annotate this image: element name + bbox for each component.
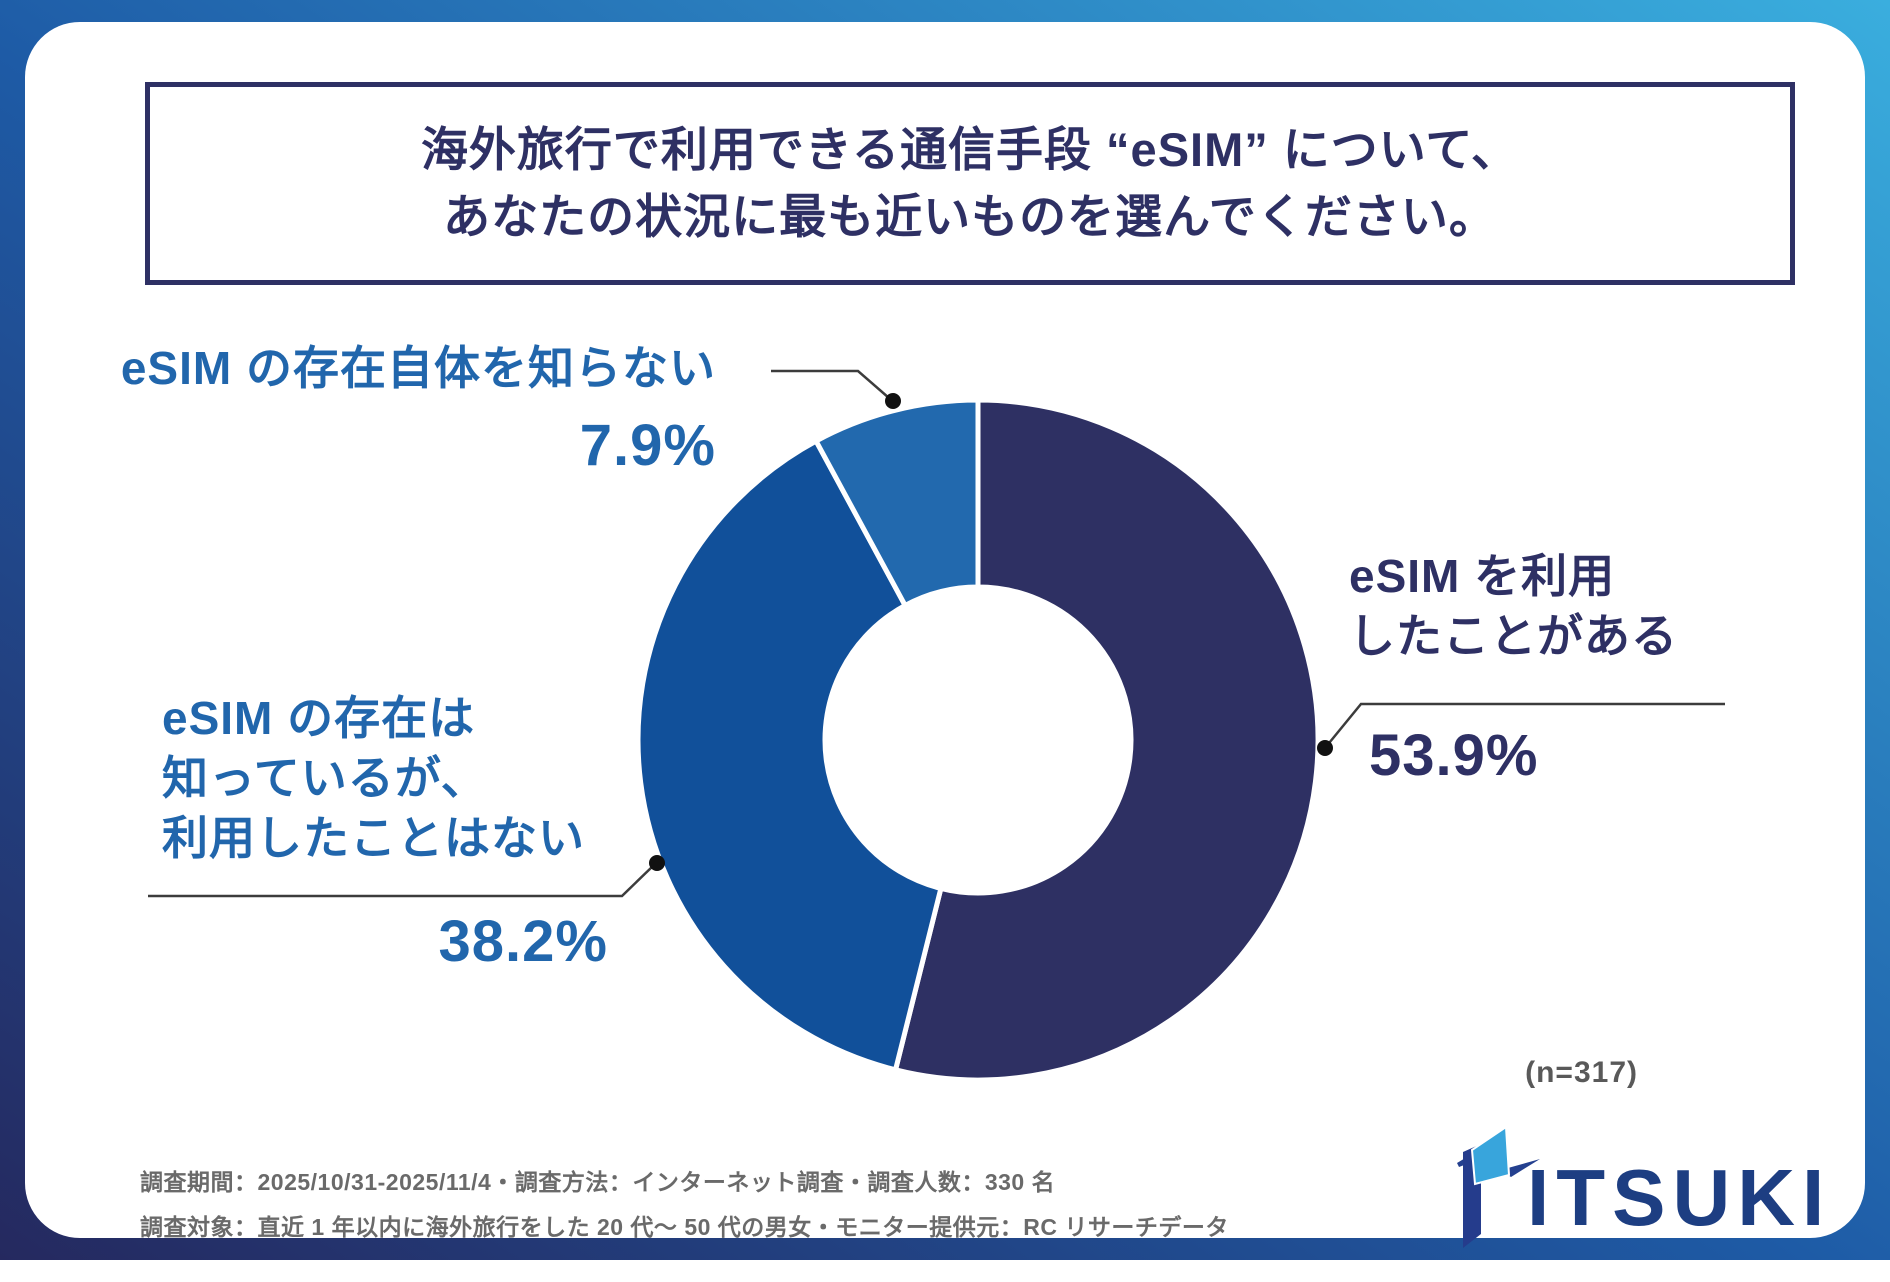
label-known-unused-value: 38.2% — [438, 909, 608, 974]
leader-dot-known-unused — [649, 855, 665, 871]
title-line-2: あなたの状況に最も近いものを選んでください。 — [443, 189, 1497, 243]
label-known-unused-line1: eSIM の存在は — [162, 692, 476, 744]
donut-segment-2 — [812, 397, 981, 609]
leader-line-known-unused — [148, 864, 655, 898]
title-box: 海外旅行で利用できる通信手段 “eSIM” について、 あなたの状況に最も近いも… — [145, 82, 1795, 285]
logo-mark-flag — [1470, 1125, 1511, 1186]
survey-footnote-line2: 調査対象：直近 1 年以内に海外旅行をした 20 代〜 50 代の男女・モニター… — [140, 1214, 1229, 1240]
label-unknown-value: 7.9% — [579, 413, 716, 478]
survey-footnote: 調査期間：2025/10/31-2025/11/4・調査方法：インターネット調査… — [140, 1160, 1229, 1250]
donut-chart-svg — [148, 369, 1725, 1083]
leader-dot-unknown — [885, 393, 901, 409]
leader-line-used — [1324, 702, 1725, 749]
itsuki-logo-mark-icon — [1457, 1125, 1540, 1248]
label-known-unused: eSIM の存在は 知っているが、 利用したことはない — [162, 688, 585, 868]
label-used-value: 53.9% — [1369, 723, 1539, 788]
content-card: 海外旅行で利用できる通信手段 “eSIM” について、 あなたの状況に最も近いも… — [25, 22, 1865, 1248]
label-known-unused-line3: 利用したことはない — [162, 812, 585, 864]
itsuki-logo-text: ITSUKI — [1527, 1153, 1832, 1242]
sample-size-note: (n=317) — [1525, 1056, 1638, 1089]
donut-segment-0 — [892, 397, 1321, 1083]
label-known-unused-line2: 知っているが、 — [162, 752, 488, 804]
title-line-1: 海外旅行で利用できる通信手段 “eSIM” について、 — [420, 122, 1520, 176]
itsuki-logo: ITSUKI — [1445, 1118, 1824, 1258]
donut-chart — [635, 397, 1321, 1083]
label-used-line2: したことがある — [1349, 610, 1678, 662]
leader-line-unknown — [771, 369, 890, 399]
label-unknown-text: eSIM の存在自体を知らない — [120, 342, 716, 394]
label-used: eSIM を利用 したことがある — [1349, 546, 1678, 666]
label-used-line1: eSIM を利用 — [1349, 550, 1616, 602]
logo-mark-strip — [1508, 1159, 1540, 1177]
label-unknown: eSIM の存在自体を知らない 7.9% — [121, 338, 716, 479]
leader-dots — [649, 393, 1333, 871]
donut-segment-1 — [635, 437, 944, 1073]
leader-dot-used — [1317, 740, 1333, 756]
survey-footnote-line1: 調査期間：2025/10/31-2025/11/4・調査方法：インターネット調査… — [140, 1169, 1056, 1195]
leader-lines — [148, 369, 1725, 898]
